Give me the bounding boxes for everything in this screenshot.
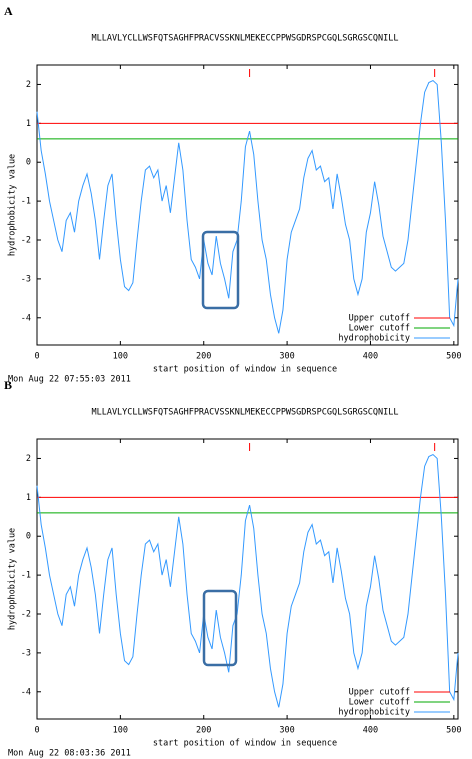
legend-label: Lower cutoff	[349, 324, 410, 334]
x-tick-label: 0	[34, 726, 39, 736]
legend-label: hydrophobicity	[338, 334, 410, 344]
footer: Mon Aug 22 08:03:36 2011	[8, 749, 131, 759]
legend-label: Lower cutoff	[349, 698, 410, 708]
y-tick-label: 2	[26, 80, 31, 90]
chart-panel: A MLLAVLYCLLWSFQTSAGHFPRACVSSKNLMEKECCPPW…	[4, 4, 462, 385]
x-tick-label: 300	[279, 726, 294, 736]
highlight-box	[202, 589, 238, 667]
plot-frame	[36, 64, 459, 346]
chart-panel: B MLLAVLYCLLWSFQTSAGHFPRACVSSKNLMEKECCPPW…	[4, 378, 462, 759]
x-tick-label: 200	[196, 726, 211, 736]
y-tick-label: -2	[21, 236, 31, 246]
panel-label: A	[4, 4, 13, 18]
plot-frame	[36, 438, 459, 720]
x-tick-label: 200	[196, 352, 211, 362]
highlight-box	[201, 230, 240, 310]
y-tick-label: -1	[21, 571, 31, 581]
footer: Mon Aug 22 07:55:03 2011	[8, 375, 131, 385]
y-tick-label: 2	[26, 454, 31, 464]
y-axis-label: hydrophobicity value	[8, 154, 18, 256]
y-tick-label: 1	[26, 119, 31, 129]
y-tick-label: -4	[21, 313, 31, 323]
x-tick-label: 500	[446, 726, 461, 736]
y-tick-label: 0	[26, 532, 31, 542]
y-tick-label: 0	[26, 158, 31, 168]
x-tick-label: 400	[363, 352, 378, 362]
chart-title: MLLAVLYCLLWSFQTSAGHFPRACVSSKNLMEKECCPPWS…	[91, 408, 398, 418]
x-tick-label: 100	[113, 726, 128, 736]
y-tick-label: -3	[21, 274, 31, 284]
legend-label: Upper cutoff	[349, 688, 410, 698]
panel-label: B	[4, 378, 12, 392]
chart-title: MLLAVLYCLLWSFQTSAGHFPRACVSSKNLMEKECCPPWS…	[91, 34, 398, 44]
y-tick-label: 1	[26, 493, 31, 503]
x-tick-label: 500	[446, 352, 461, 362]
x-axis-label: start position of window in sequence	[153, 365, 337, 375]
y-axis-label: hydrophobicity value	[8, 528, 18, 630]
data-line	[36, 453, 459, 708]
y-tick-label: -4	[21, 687, 31, 697]
x-tick-label: 300	[279, 352, 294, 362]
y-tick-label: -1	[21, 197, 31, 207]
legend-label: hydrophobicity	[338, 708, 410, 718]
legend-label: Upper cutoff	[349, 314, 410, 324]
data-line	[36, 79, 459, 334]
y-tick-label: -2	[21, 610, 31, 620]
y-tick-label: -3	[21, 648, 31, 658]
x-tick-label: 400	[363, 726, 378, 736]
x-tick-label: 100	[113, 352, 128, 362]
x-axis-label: start position of window in sequence	[153, 739, 337, 749]
x-tick-label: 0	[34, 352, 39, 362]
